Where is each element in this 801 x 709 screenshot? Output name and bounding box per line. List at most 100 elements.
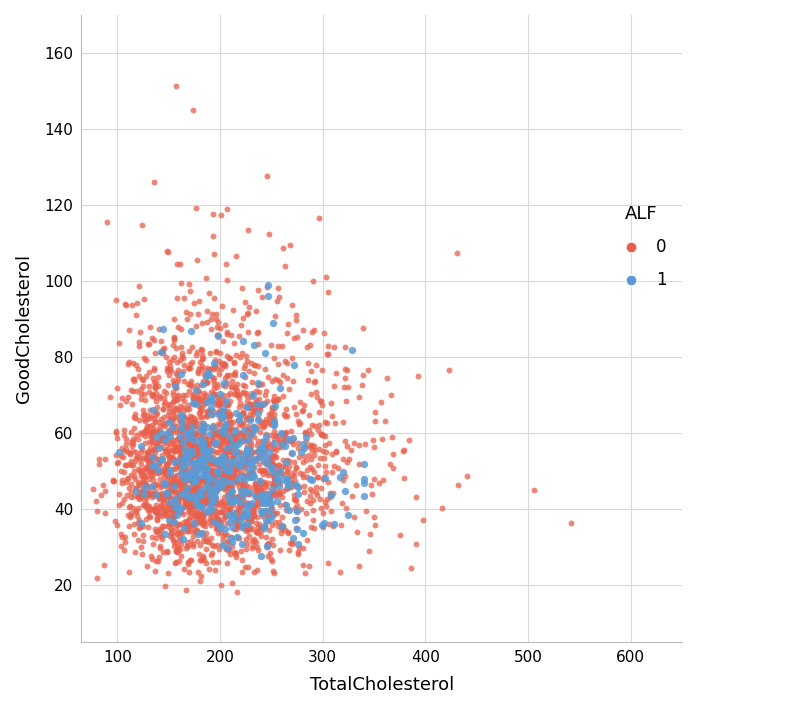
0 — [167, 477, 180, 489]
0 — [272, 485, 284, 496]
0 — [214, 468, 227, 479]
0 — [162, 458, 175, 469]
0 — [262, 550, 275, 562]
0 — [146, 445, 159, 456]
0 — [111, 456, 124, 467]
0 — [183, 285, 196, 296]
0 — [195, 360, 208, 372]
0 — [152, 454, 165, 465]
1 — [227, 508, 240, 519]
0 — [202, 457, 215, 468]
0 — [232, 435, 245, 447]
0 — [196, 550, 209, 562]
0 — [229, 250, 242, 262]
0 — [221, 557, 234, 569]
0 — [171, 433, 183, 445]
1 — [163, 467, 176, 479]
1 — [146, 452, 159, 463]
0 — [210, 439, 223, 450]
1 — [342, 510, 355, 521]
0 — [321, 340, 334, 351]
0 — [199, 434, 211, 445]
0 — [305, 365, 318, 376]
1 — [235, 511, 248, 523]
0 — [194, 504, 207, 515]
0 — [247, 501, 260, 512]
0 — [219, 510, 232, 521]
0 — [181, 403, 194, 415]
0 — [178, 497, 191, 508]
0 — [157, 403, 170, 415]
1 — [290, 479, 303, 491]
0 — [123, 566, 135, 578]
0 — [305, 464, 318, 475]
0 — [164, 527, 177, 539]
0 — [194, 496, 207, 507]
0 — [265, 520, 278, 531]
0 — [345, 445, 358, 456]
0 — [243, 398, 256, 409]
0 — [154, 542, 167, 554]
0 — [139, 425, 151, 436]
0 — [217, 472, 230, 484]
0 — [393, 530, 406, 541]
0 — [245, 357, 258, 369]
0 — [363, 545, 376, 557]
0 — [217, 359, 230, 371]
0 — [160, 245, 173, 257]
0 — [326, 411, 339, 422]
0 — [235, 408, 248, 420]
0 — [213, 398, 226, 410]
1 — [146, 481, 159, 492]
0 — [228, 523, 241, 535]
1 — [216, 411, 229, 422]
0 — [165, 532, 178, 543]
1 — [204, 452, 217, 463]
0 — [193, 442, 206, 453]
0 — [336, 416, 349, 428]
0 — [336, 497, 348, 508]
1 — [235, 517, 248, 528]
0 — [265, 456, 278, 467]
0 — [258, 457, 271, 468]
0 — [222, 429, 235, 440]
0 — [289, 309, 302, 320]
0 — [283, 433, 296, 445]
1 — [219, 476, 231, 487]
1 — [161, 487, 174, 498]
0 — [205, 455, 218, 467]
0 — [158, 520, 171, 532]
0 — [176, 435, 189, 446]
0 — [143, 489, 155, 501]
0 — [216, 433, 229, 445]
1 — [243, 458, 256, 469]
0 — [282, 318, 295, 329]
0 — [272, 393, 284, 405]
0 — [175, 278, 187, 289]
0 — [248, 533, 260, 545]
0 — [195, 514, 207, 525]
0 — [150, 555, 163, 566]
0 — [198, 508, 211, 520]
0 — [261, 467, 274, 479]
0 — [288, 333, 300, 344]
0 — [339, 364, 352, 375]
0 — [181, 540, 194, 551]
0 — [239, 509, 252, 520]
0 — [173, 481, 186, 493]
0 — [248, 452, 261, 463]
1 — [223, 465, 236, 476]
0 — [167, 478, 179, 489]
0 — [219, 426, 231, 437]
1 — [225, 486, 238, 497]
0 — [366, 435, 379, 446]
0 — [405, 563, 417, 574]
0 — [174, 435, 187, 447]
1 — [171, 509, 183, 520]
0 — [167, 474, 179, 485]
1 — [191, 471, 203, 483]
0 — [196, 460, 209, 471]
1 — [226, 522, 239, 533]
0 — [152, 524, 165, 535]
0 — [173, 488, 186, 499]
